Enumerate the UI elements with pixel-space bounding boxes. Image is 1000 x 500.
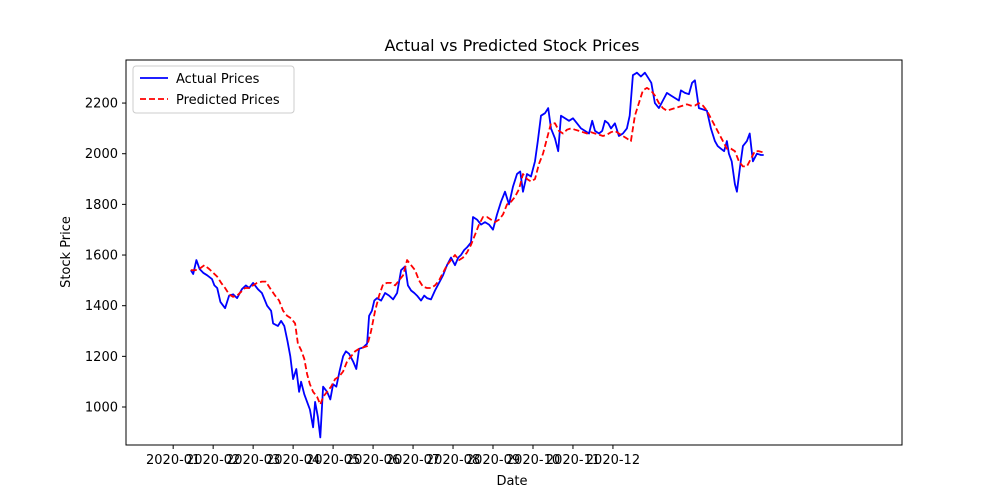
y-tick-label: 1800 <box>85 198 118 213</box>
series-line-actual <box>190 71 764 439</box>
y-tick-label: 1600 <box>85 249 118 264</box>
x-tick-label: 2020-05 <box>306 453 360 468</box>
legend-label-predicted: Predicted Prices <box>176 93 280 108</box>
y-tick-label: 1400 <box>85 299 118 314</box>
x-axis-title: Date <box>496 474 527 489</box>
legend-label-actual: Actual Prices <box>176 72 260 87</box>
x-tick-label: 2020-02 <box>186 453 240 468</box>
x-axis: 2020-012020-022020-032020-042020-052020-… <box>146 445 640 468</box>
x-tick-label: 2020-04 <box>266 453 320 468</box>
x-tick-label: 2020-06 <box>346 453 400 468</box>
x-tick-label: 2020-12 <box>586 453 640 468</box>
y-tick-label: 2000 <box>85 147 118 162</box>
chart-title: Actual vs Predicted Stock Prices <box>384 36 639 55</box>
x-tick-label: 2020-10 <box>506 453 560 468</box>
x-tick-label: 2020-09 <box>466 453 520 468</box>
y-tick-label: 2200 <box>85 97 118 112</box>
x-tick-label: 2020-08 <box>426 453 480 468</box>
series-line-predicted <box>190 87 764 406</box>
y-axis: 1000 1200 1400 1600 1800 2000 2200 <box>85 97 126 416</box>
series-layer <box>190 71 764 439</box>
y-axis-title: Stock Price <box>59 216 74 288</box>
legend-box <box>132 65 295 114</box>
x-tick-label: 2020-03 <box>226 453 280 468</box>
plot-area <box>126 60 902 445</box>
legend: Actual Prices Predicted Prices <box>132 65 295 114</box>
x-tick-label: 2020-07 <box>386 453 440 468</box>
y-tick-label: 1000 <box>85 401 118 416</box>
plot-frame <box>125 59 903 446</box>
x-tick-label: 2020-11 <box>546 453 600 468</box>
x-tick-label: 2020-01 <box>146 453 200 468</box>
y-tick-label: 1200 <box>85 350 118 365</box>
